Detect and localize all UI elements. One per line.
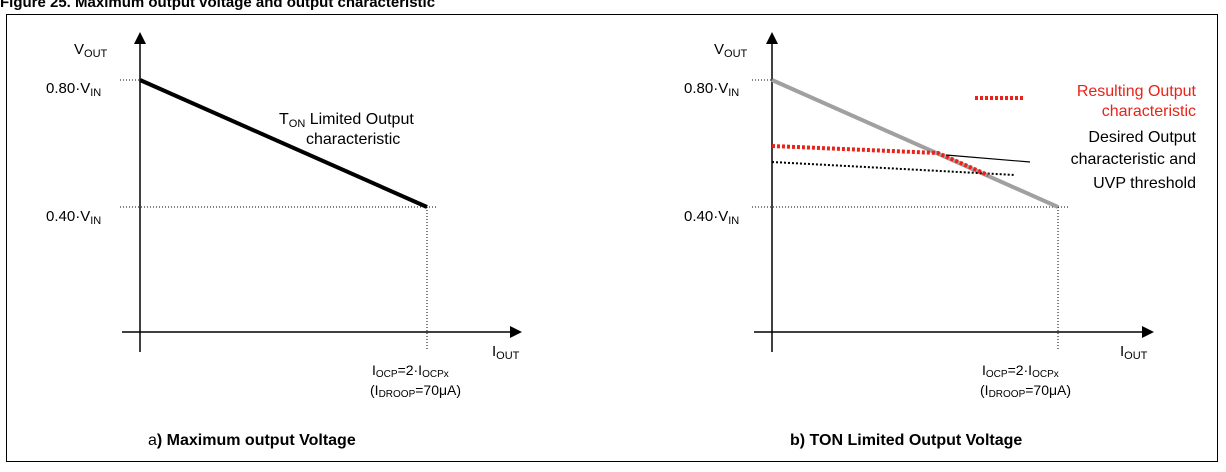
panel-a-x-tick-line2: (IDROOP=70μA)	[370, 382, 461, 400]
panel-b-x-axis-label: IOUT	[1120, 343, 1148, 362]
panel-b-ton-limited-line	[771, 78, 1059, 209]
panel-b-desired-line	[771, 161, 1016, 176]
figure-frame	[6, 14, 1218, 462]
panel-b-legend-resulting-line1: Resulting Output	[1077, 83, 1197, 100]
panel-b-legend-resulting-line2: characteristic	[1102, 103, 1196, 120]
figure-title: Figure 25. Maximum output voltage and ou…	[0, 0, 436, 11]
panel-b-y-tick-low: 0.40·VIN	[684, 208, 739, 227]
panel-b-legend-desired-line3: UVP threshold	[1093, 175, 1196, 192]
panel-a-ton-limited-line	[139, 78, 428, 209]
panel-b-legend-desired-line2: characteristic and	[1071, 151, 1196, 168]
panel-a-caption: a) Maximum output Voltage	[148, 432, 356, 449]
panel-a-curve-label-line1: TON Limited Output	[279, 111, 414, 130]
panel-b-legend-desired-line1: Desired Output	[1088, 129, 1196, 146]
panel-b-leader-line	[945, 154, 1031, 163]
panel-a-x-axis-label: IOUT	[492, 343, 520, 362]
panel-a-x-tick-line1: IOCP=2·IOCPx	[372, 362, 449, 380]
panel-a-y-tick-high: 0.80·VIN	[46, 80, 101, 99]
panel-b-y-axis-label: VOUT	[714, 41, 748, 60]
panel-a-y-axis-label: VOUT	[74, 41, 108, 60]
panel-a-curve-label-line2: characteristic	[306, 131, 400, 148]
panel-b: VOUT 0.80·VIN 0.40·VIN IOUT IOCP=2·IOCPx…	[684, 32, 1197, 449]
panel-b-y-tick-high: 0.80·VIN	[684, 80, 739, 99]
panel-a-y-tick-low: 0.40·VIN	[46, 208, 101, 227]
panel-b-x-tick-line1: IOCP=2·IOCPx	[982, 362, 1059, 380]
panel-b-caption: b) TON Limited Output Voltage	[790, 432, 1022, 449]
panel-a: VOUT 0.80·VIN 0.40·VIN IOUT IOCP=2·IOCPx…	[46, 32, 522, 449]
panel-b-resulting-line	[771, 144, 989, 177]
panel-b-x-tick-line2: (IDROOP=70μA)	[980, 382, 1071, 400]
